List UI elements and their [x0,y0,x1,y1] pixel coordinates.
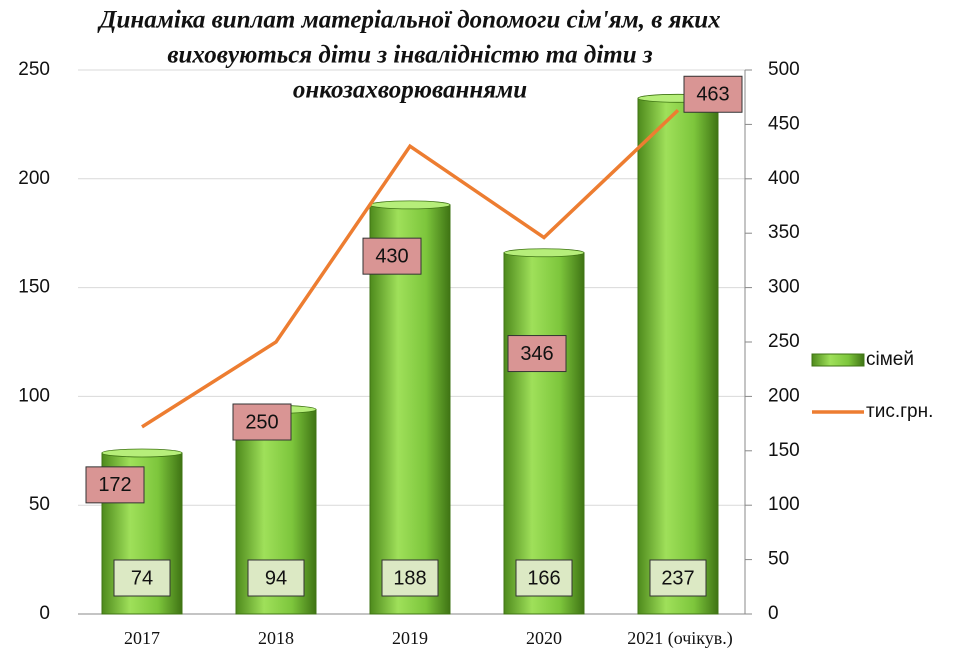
data-label: 346 [520,343,553,365]
y-tick-label: 50 [29,494,50,515]
x-tick-label: 2021 (очікув.) [627,628,733,649]
line [141,108,680,429]
data-label-box [247,559,305,597]
x-tick-label: 2020 [526,628,562,648]
y2-tick-label: 450 [768,113,800,134]
y2-tick-label: 50 [768,549,789,570]
y2-tick-label: 200 [768,385,800,406]
y-tick-label: 100 [18,385,50,406]
y-tick-label: 150 [18,277,50,298]
y2-tick-label: 150 [768,440,800,461]
data-label-box [113,559,171,597]
data-label-box [683,75,743,113]
chart-title: виховуються діти з інвалідністю та діти … [167,42,653,69]
y2-tick-label: 100 [768,494,800,515]
chart-title: онкозахворюваннями [293,77,527,104]
bar-top [503,248,585,258]
y2-tick-label: 300 [768,277,800,298]
bar-top [369,200,451,210]
data-label: 172 [98,474,131,496]
data-label: 188 [393,567,426,589]
data-label-box [507,335,567,373]
data-label-box [85,466,145,504]
chart-title: Динаміка виплат матеріальної допомоги сі… [97,7,720,34]
y-tick-label: 200 [18,168,50,189]
y2-tick-label: 500 [768,59,800,80]
legend-swatch [811,353,865,367]
y2-tick-label: 0 [768,603,779,624]
data-label: 94 [265,567,287,589]
data-label-box [362,237,422,275]
data-label: 237 [661,567,694,589]
data-label: 74 [131,567,153,589]
data-label: 463 [696,84,729,106]
legend-label: тис.грн. [866,401,933,422]
data-label-box [649,559,707,597]
bar-top [101,448,183,458]
legend-label: сімей [866,349,914,370]
data-label: 250 [245,411,278,433]
x-tick-label: 2018 [258,628,294,648]
bar [503,252,585,615]
y2-tick-label: 400 [768,168,800,189]
data-label-box [232,403,292,441]
y-tick-label: 250 [18,59,50,80]
data-label-box [381,559,439,597]
y-tick-label: 0 [39,603,50,624]
y2-tick-label: 350 [768,222,800,243]
x-tick-label: 2019 [392,628,428,648]
data-label: 430 [375,245,408,267]
x-tick-label: 2017 [124,628,160,648]
data-label-box [515,559,573,597]
y2-tick-label: 250 [768,331,800,352]
data-label: 166 [527,567,560,589]
bar [637,97,719,615]
